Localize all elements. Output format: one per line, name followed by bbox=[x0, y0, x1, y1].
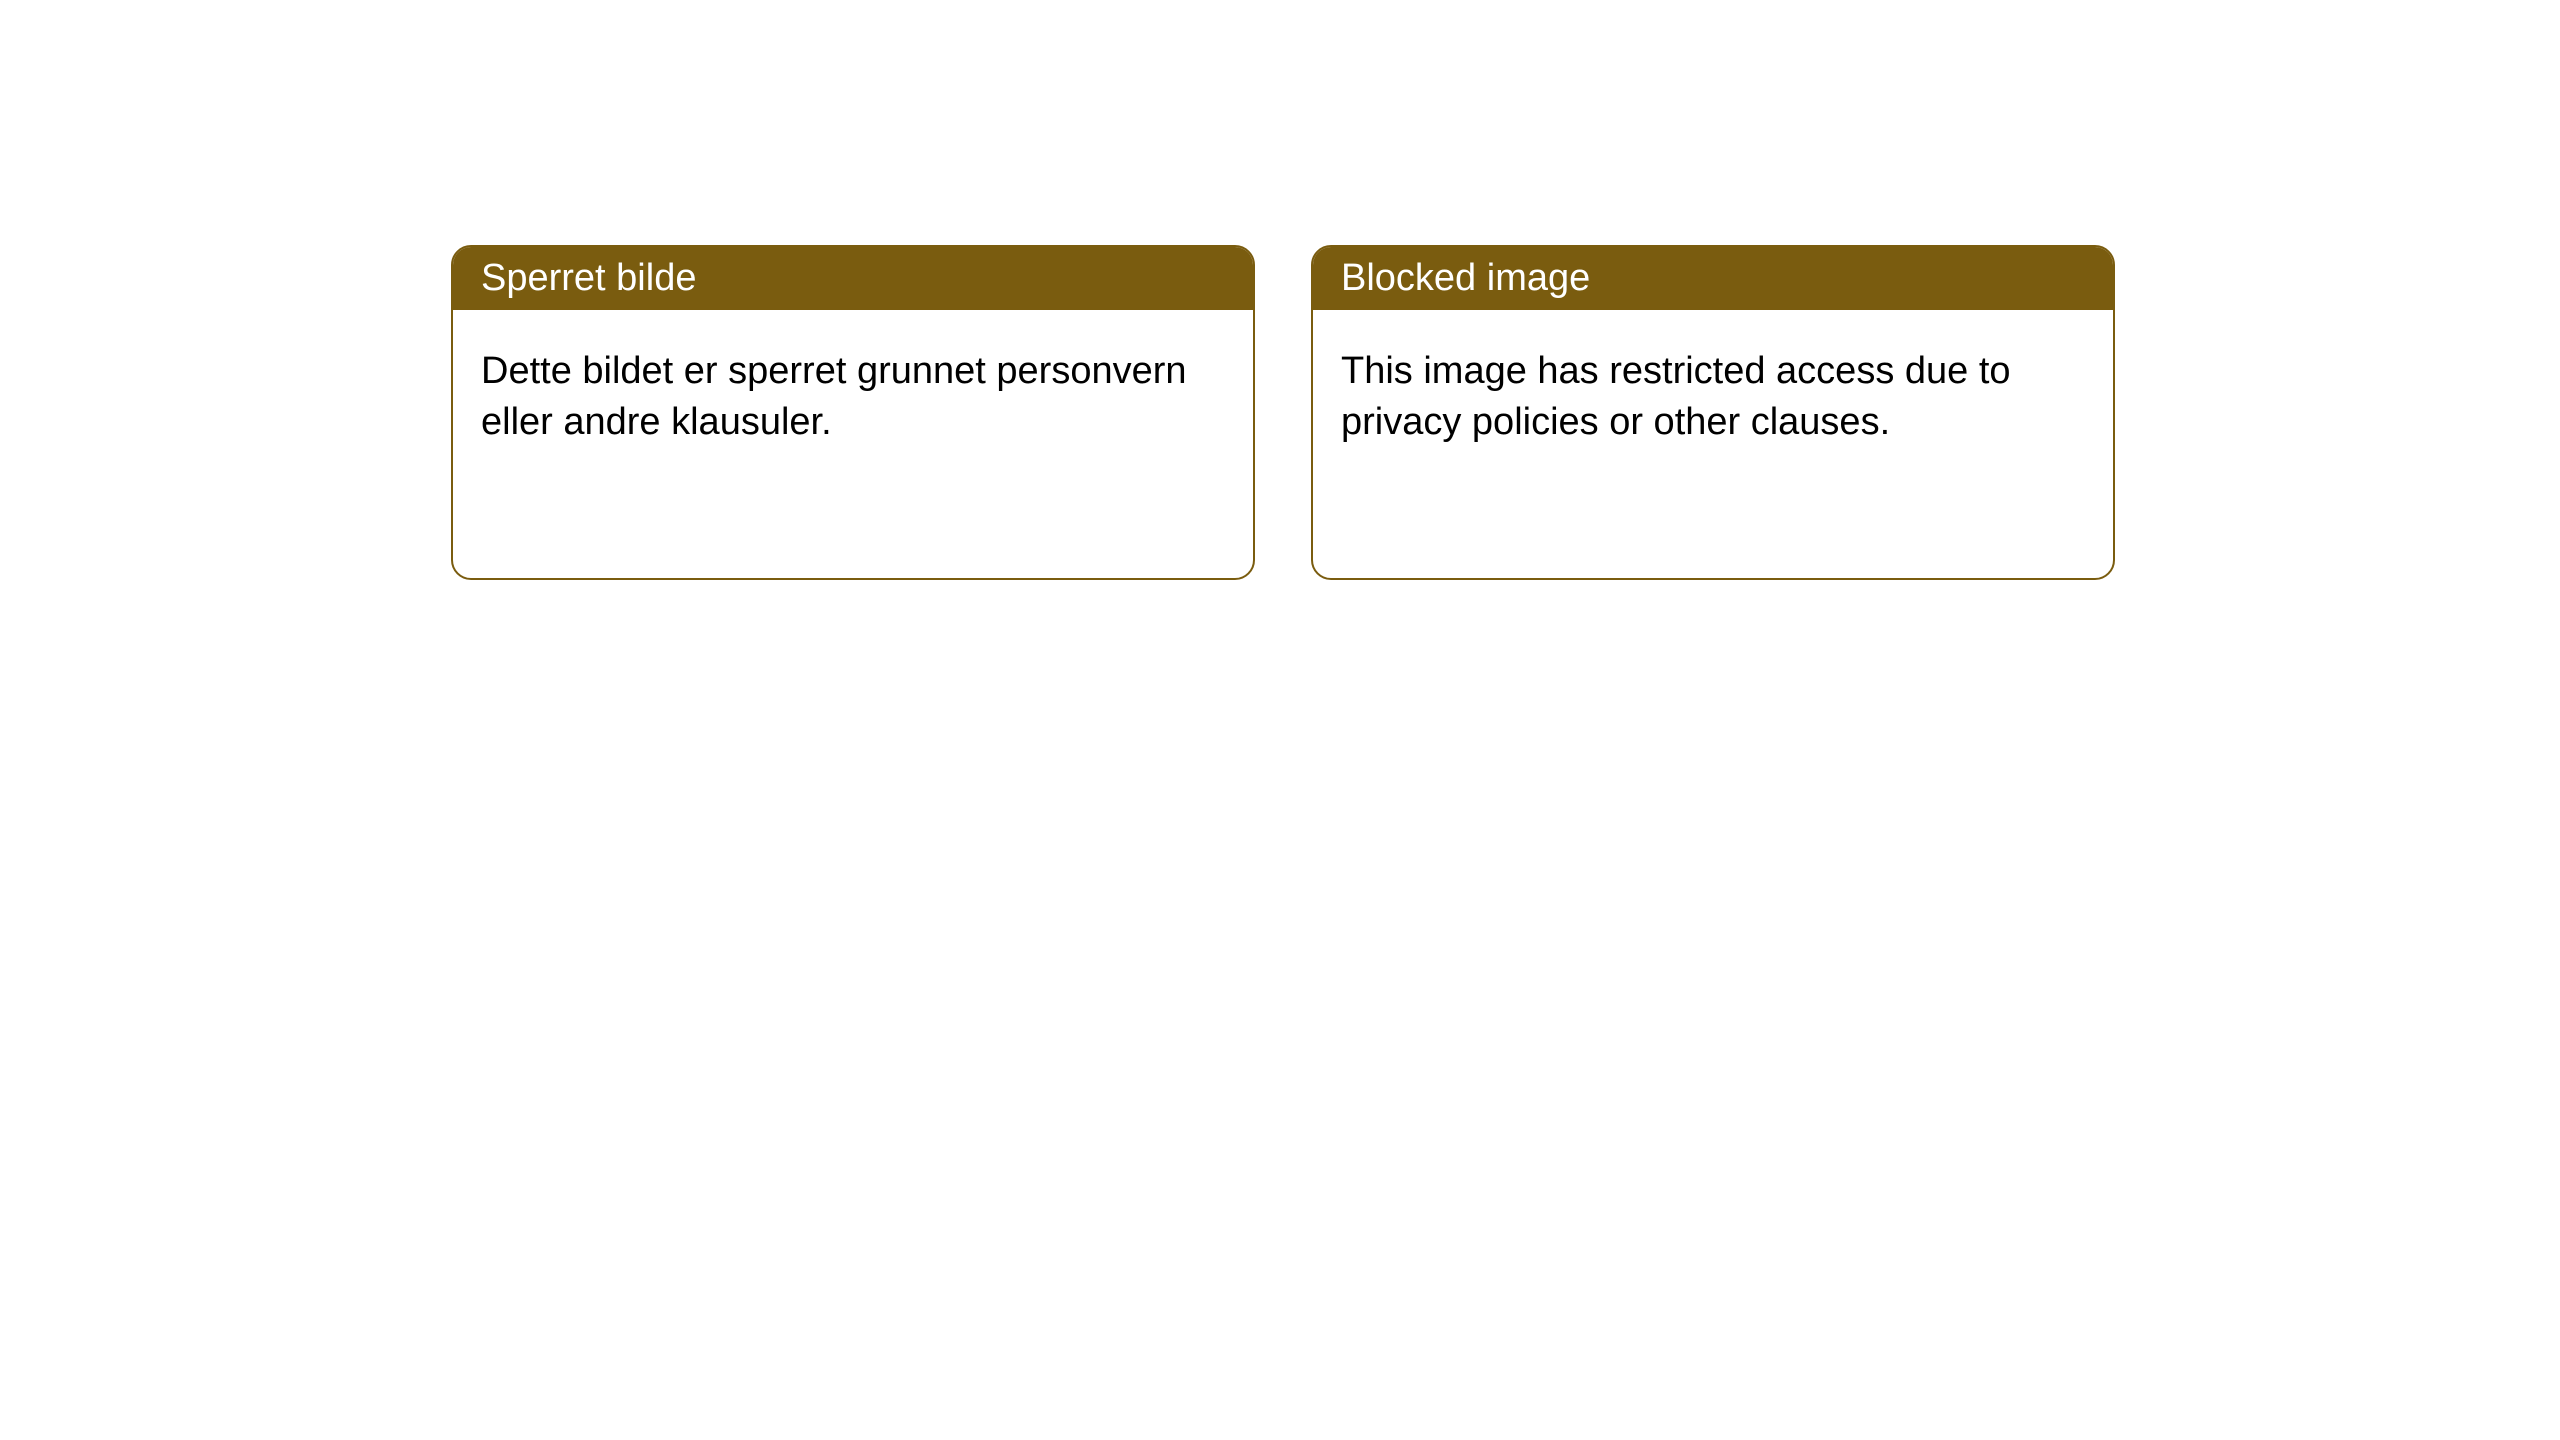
notice-box-english: Blocked image This image has restricted … bbox=[1311, 245, 2115, 580]
notice-container: Sperret bilde Dette bildet er sperret gr… bbox=[0, 0, 2560, 580]
notice-header-norwegian: Sperret bilde bbox=[453, 247, 1253, 310]
notice-body-english: This image has restricted access due to … bbox=[1313, 310, 2113, 485]
notice-header-english: Blocked image bbox=[1313, 247, 2113, 310]
notice-body-norwegian: Dette bildet er sperret grunnet personve… bbox=[453, 310, 1253, 485]
notice-box-norwegian: Sperret bilde Dette bildet er sperret gr… bbox=[451, 245, 1255, 580]
